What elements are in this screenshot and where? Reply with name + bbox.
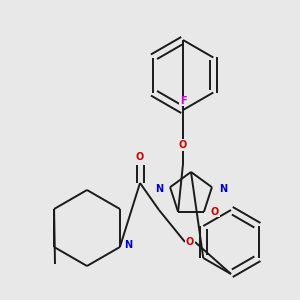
Text: O: O (179, 140, 187, 150)
Text: N: N (124, 240, 132, 250)
Text: O: O (186, 237, 194, 247)
Text: O: O (136, 152, 144, 162)
Text: N: N (155, 184, 163, 194)
Text: N: N (219, 184, 227, 194)
Text: F: F (180, 96, 186, 106)
Text: O: O (211, 207, 219, 217)
